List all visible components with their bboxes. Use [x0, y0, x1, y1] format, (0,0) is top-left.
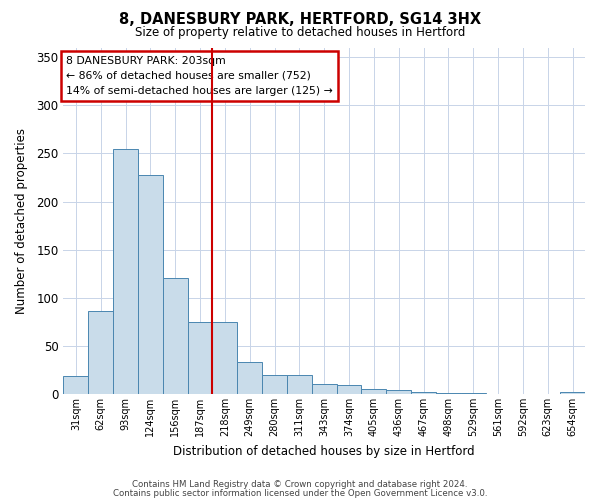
Bar [113, 148, 138, 394]
Bar [436, 393, 461, 394]
Bar [461, 393, 485, 394]
Bar [138, 174, 163, 394]
Bar [386, 390, 411, 394]
Bar [212, 322, 237, 394]
Bar [237, 362, 262, 394]
Text: 8, DANESBURY PARK, HERTFORD, SG14 3HX: 8, DANESBURY PARK, HERTFORD, SG14 3HX [119, 12, 481, 28]
Bar [163, 278, 188, 394]
Text: 8 DANESBURY PARK: 203sqm
← 86% of detached houses are smaller (752)
14% of semi-: 8 DANESBURY PARK: 203sqm ← 86% of detach… [66, 56, 333, 96]
Y-axis label: Number of detached properties: Number of detached properties [15, 128, 28, 314]
Text: Size of property relative to detached houses in Hertford: Size of property relative to detached ho… [135, 26, 465, 39]
Bar [287, 375, 312, 394]
Bar [64, 376, 88, 394]
Bar [560, 392, 585, 394]
Bar [361, 389, 386, 394]
Bar [312, 384, 337, 394]
Bar [411, 392, 436, 394]
Text: Contains public sector information licensed under the Open Government Licence v3: Contains public sector information licen… [113, 489, 487, 498]
Bar [188, 322, 212, 394]
Text: Contains HM Land Registry data © Crown copyright and database right 2024.: Contains HM Land Registry data © Crown c… [132, 480, 468, 489]
X-axis label: Distribution of detached houses by size in Hertford: Distribution of detached houses by size … [173, 444, 475, 458]
Bar [337, 386, 361, 394]
Bar [88, 311, 113, 394]
Bar [262, 375, 287, 394]
